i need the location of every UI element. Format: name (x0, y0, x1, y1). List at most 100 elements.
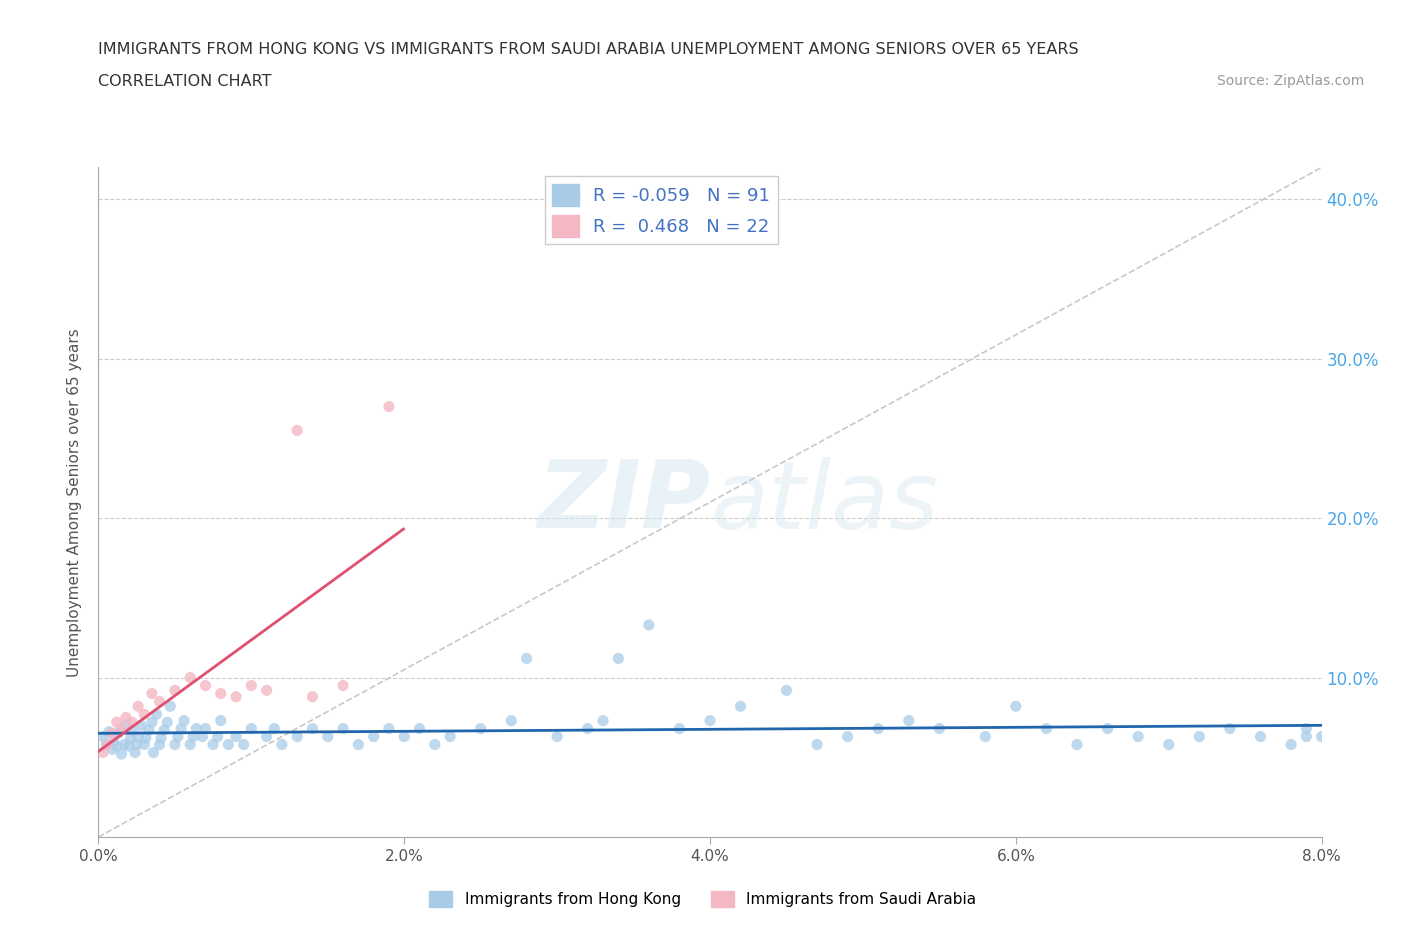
Point (868, 721, 890, 736)
Text: atlas: atlas (710, 457, 938, 548)
Point (115, 718, 138, 733)
Point (423, 737, 446, 752)
Point (194, 678, 217, 693)
Point (699, 713, 721, 728)
Point (103, 734, 125, 749)
Point (1295, 729, 1317, 744)
Point (179, 671, 201, 685)
Point (209, 713, 232, 728)
Point (179, 737, 201, 752)
Point (167, 729, 190, 744)
Point (163, 737, 186, 752)
Point (285, 423, 308, 438)
Point (240, 721, 263, 736)
Point (110, 721, 132, 736)
Legend: R = -0.059   N = 91, R =  0.468   N = 22: R = -0.059 N = 91, R = 0.468 N = 22 (544, 177, 778, 244)
Point (730, 698, 752, 713)
Point (159, 698, 181, 713)
Point (301, 689, 323, 704)
Text: CORRELATION CHART: CORRELATION CHART (98, 74, 271, 89)
Point (134, 707, 156, 722)
Point (775, 683, 797, 698)
Point (129, 718, 152, 733)
Point (285, 729, 308, 744)
Point (592, 713, 614, 728)
Point (194, 721, 217, 736)
Point (576, 721, 599, 736)
Point (91, 729, 114, 744)
Point (668, 721, 690, 736)
Point (1128, 729, 1150, 744)
Point (316, 729, 339, 744)
Point (301, 721, 323, 736)
Point (134, 737, 156, 752)
Point (91, 745, 114, 760)
Point (124, 745, 146, 760)
Point (112, 737, 135, 752)
Point (928, 721, 950, 736)
Point (98, 724, 121, 739)
Point (1310, 729, 1333, 744)
Point (225, 689, 247, 704)
Point (256, 729, 278, 744)
Point (121, 715, 143, 730)
Point (156, 715, 179, 730)
Point (392, 729, 416, 744)
Point (1295, 721, 1317, 736)
Point (897, 713, 920, 728)
Point (145, 707, 167, 722)
Text: Source: ZipAtlas.com: Source: ZipAtlas.com (1216, 74, 1364, 88)
Point (1341, 721, 1364, 736)
Point (105, 738, 128, 753)
Point (347, 737, 370, 752)
Point (332, 678, 354, 693)
Point (149, 694, 172, 709)
Point (217, 737, 239, 752)
Point (94, 737, 117, 752)
Point (209, 686, 232, 701)
Point (546, 729, 568, 744)
Point (120, 731, 142, 746)
Point (408, 721, 430, 736)
Point (149, 737, 172, 752)
Text: IMMIGRANTS FROM HONG KONG VS IMMIGRANTS FROM SAUDI ARABIA UNEMPLOYMENT AMONG SEN: IMMIGRANTS FROM HONG KONG VS IMMIGRANTS … (98, 42, 1078, 57)
Point (97, 737, 120, 752)
Point (153, 723, 176, 737)
Point (837, 729, 859, 744)
Point (101, 742, 124, 757)
Point (1097, 721, 1119, 736)
Y-axis label: Unemployment Among Seniors over 65 years: Unemployment Among Seniors over 65 years (67, 328, 83, 677)
Point (439, 729, 461, 744)
Point (191, 729, 214, 744)
Point (363, 729, 385, 744)
Point (378, 721, 401, 736)
Point (107, 726, 129, 741)
Point (110, 747, 132, 762)
Point (101, 726, 124, 741)
Point (470, 721, 492, 736)
Point (270, 737, 294, 752)
Point (127, 698, 149, 713)
Point (256, 683, 278, 698)
Point (173, 713, 195, 728)
Point (150, 731, 173, 746)
Point (118, 738, 141, 753)
Point (974, 729, 997, 744)
Point (1066, 737, 1088, 752)
Point (207, 729, 229, 744)
Point (1326, 737, 1348, 752)
Point (115, 710, 138, 724)
Point (142, 745, 165, 760)
Point (1219, 721, 1241, 736)
Point (1249, 729, 1271, 744)
Point (806, 737, 828, 752)
Point (501, 713, 523, 728)
Point (1157, 737, 1180, 752)
Point (141, 715, 163, 730)
Point (1035, 721, 1057, 736)
Point (225, 729, 247, 744)
Point (516, 651, 538, 666)
Point (127, 729, 149, 744)
Point (163, 683, 186, 698)
Point (607, 651, 630, 666)
